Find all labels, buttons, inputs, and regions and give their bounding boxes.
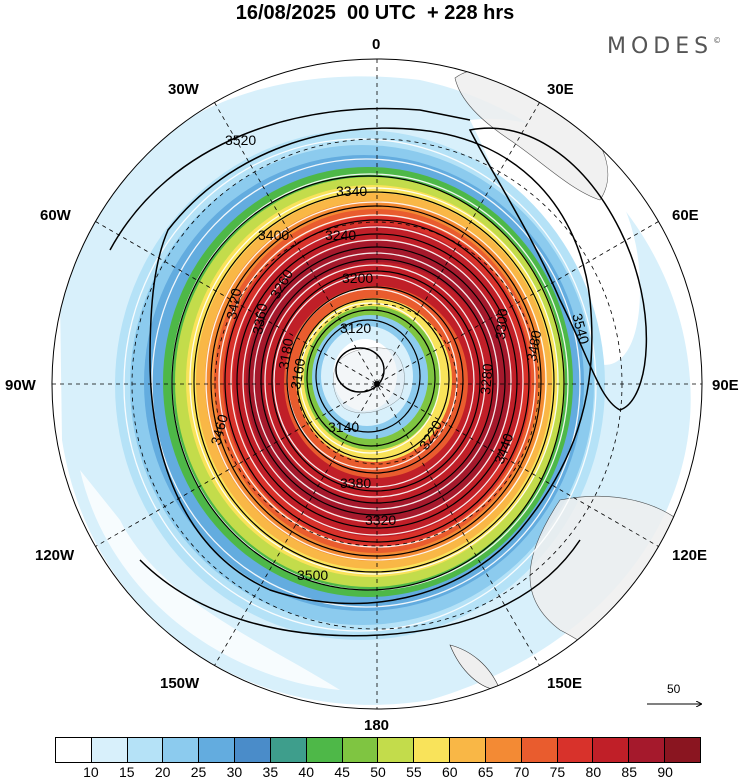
colorbar-tick-label: 60 xyxy=(441,764,458,780)
lon-label-120w: 120W xyxy=(35,547,75,564)
colorbar-swatch xyxy=(163,738,200,762)
colorbar-swatch xyxy=(306,738,343,762)
map-title: 16/08/2025 00 UTC + 228 hrs xyxy=(235,2,515,24)
lon-label-120e: 120E xyxy=(672,547,707,564)
colorbar-swatch xyxy=(270,738,307,762)
contour-label: 3140 xyxy=(328,419,359,435)
lon-label-60w: 60W xyxy=(40,207,72,224)
contour-label: 3380 xyxy=(340,475,371,491)
colorbar-swatch xyxy=(378,738,415,762)
colorbar-tick-label: 85 xyxy=(621,764,638,780)
copyright-mark: © xyxy=(713,36,722,45)
lon-label-90e: 90E xyxy=(712,377,739,394)
colorbar-tick-label: 65 xyxy=(477,764,494,780)
colorbar-swatch xyxy=(665,738,700,762)
colorbar xyxy=(55,737,701,763)
contour-label: 3360 xyxy=(249,302,270,336)
map-disk xyxy=(52,59,702,709)
colorbar-tick-label: 30 xyxy=(226,764,243,780)
pole-marker xyxy=(374,381,380,387)
colorbar-swatch xyxy=(199,738,236,762)
colorbar-swatch xyxy=(629,738,666,762)
colorbar-swatch xyxy=(450,738,486,762)
longitude-labels: 0 30E 60E 90E 120E 150E 180 150W 120W 90… xyxy=(5,36,739,734)
colorbar-swatch xyxy=(91,738,128,762)
contour-label: 3300 xyxy=(492,308,511,341)
contour-label: 3540 xyxy=(569,312,593,346)
colorbar-tick-label: 10 xyxy=(83,764,99,780)
colorbar-tick-label: 55 xyxy=(406,764,422,780)
contour-label: 3340 xyxy=(336,183,367,199)
contour-label: 3500 xyxy=(297,567,328,583)
colorbar-tick-label: 90 xyxy=(657,764,673,780)
colorbar-swatch xyxy=(557,738,594,762)
lon-label-90w: 90W xyxy=(5,377,37,394)
contour-label: 3200 xyxy=(342,270,373,286)
lon-label-180: 180 xyxy=(364,717,389,734)
colorbar-tick-label: 45 xyxy=(334,764,350,780)
lon-label-0: 0 xyxy=(372,36,380,53)
graticule xyxy=(52,59,702,709)
contour-label: 3480 xyxy=(523,329,544,363)
colorbar-tick-label: 70 xyxy=(513,764,530,780)
contour-label: 3460 xyxy=(207,412,231,446)
lon-label-60e: 60E xyxy=(672,207,699,224)
colorbar-tick-label: 20 xyxy=(154,764,171,780)
contour-label: 3280 xyxy=(477,363,496,396)
colorbar-swatch xyxy=(414,738,451,762)
colorbar-swatch xyxy=(56,738,92,762)
colorbar-swatch xyxy=(521,738,558,762)
colorbar-tick-label: 75 xyxy=(549,764,566,780)
contour-label: 3420 xyxy=(223,287,244,321)
colorbar-swatch xyxy=(127,738,164,762)
colorbar-tick-label: 15 xyxy=(118,764,135,780)
colorbar-swatch xyxy=(342,738,379,762)
colorbar-ticks: 10 15 20 25 30 35 40 45 50 55 60 65 70 75 80 85 90 xyxy=(55,764,701,782)
colorbar-swatch xyxy=(235,738,271,762)
lon-label-150w: 150W xyxy=(160,675,200,692)
colorbar-swatch xyxy=(485,738,522,762)
lon-label-30e: 30E xyxy=(547,81,574,98)
contour-label: 3320 xyxy=(365,512,396,528)
contour-label: 3240 xyxy=(325,227,356,243)
lon-label-150e: 150E xyxy=(547,675,582,692)
colorbar-tick-label: 80 xyxy=(585,764,602,780)
contour-label: 3160 xyxy=(287,357,308,391)
colorbar-tick-label: 25 xyxy=(190,764,207,780)
contour-label: 3180 xyxy=(275,337,296,371)
colorbar-tick-label: 35 xyxy=(262,764,279,780)
map-border xyxy=(51,58,703,710)
landmass-australia xyxy=(529,495,691,701)
modes-logo: MODES© xyxy=(607,34,721,59)
contour-label: 3520 xyxy=(225,132,256,148)
colorbar-tick-label: 40 xyxy=(298,764,315,780)
wind-reference-label: 50 xyxy=(667,682,681,696)
brand-text: MODES xyxy=(607,34,714,59)
contour-label: 3120 xyxy=(340,320,371,336)
contour-label: 3400 xyxy=(258,227,289,243)
lon-label-30w: 30W xyxy=(168,81,200,98)
polar-map: 3120 3140 3160 3180 3200 3220 3240 3260 … xyxy=(5,36,739,734)
colorbar-swatch xyxy=(593,738,630,762)
colorbar-tick-label: 50 xyxy=(370,764,386,780)
